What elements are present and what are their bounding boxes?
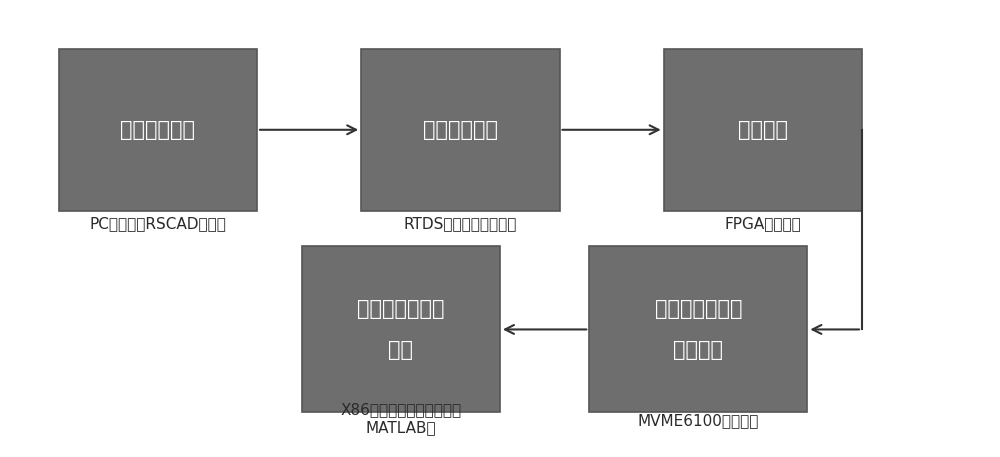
Text: 模块: 模块: [388, 340, 413, 360]
Text: 数据处理及算法: 数据处理及算法: [655, 299, 742, 319]
Bar: [664, 49, 862, 211]
Bar: [589, 246, 807, 413]
Bar: [361, 49, 560, 211]
Text: 模型生成模块: 模型生成模块: [120, 120, 195, 140]
Text: 通讯模块: 通讯模块: [738, 120, 788, 140]
Bar: [59, 49, 257, 211]
Text: 运行微网模型: 运行微网模型: [423, 120, 498, 140]
Text: PC端（运行RSCAD软件）: PC端（运行RSCAD软件）: [89, 216, 226, 231]
Text: MVME6100控制板卡: MVME6100控制板卡: [638, 413, 759, 428]
Bar: [302, 246, 500, 413]
Text: 编程模块: 编程模块: [673, 340, 723, 360]
Text: RTDS实时数字仿真系统: RTDS实时数字仿真系统: [404, 216, 517, 231]
Text: 监控与预测算法: 监控与预测算法: [357, 299, 445, 319]
Text: FPGA通讯板卡: FPGA通讯板卡: [724, 216, 801, 231]
Text: X86架构板卡（组态软件与
MATLAB）: X86架构板卡（组态软件与 MATLAB）: [340, 403, 461, 435]
